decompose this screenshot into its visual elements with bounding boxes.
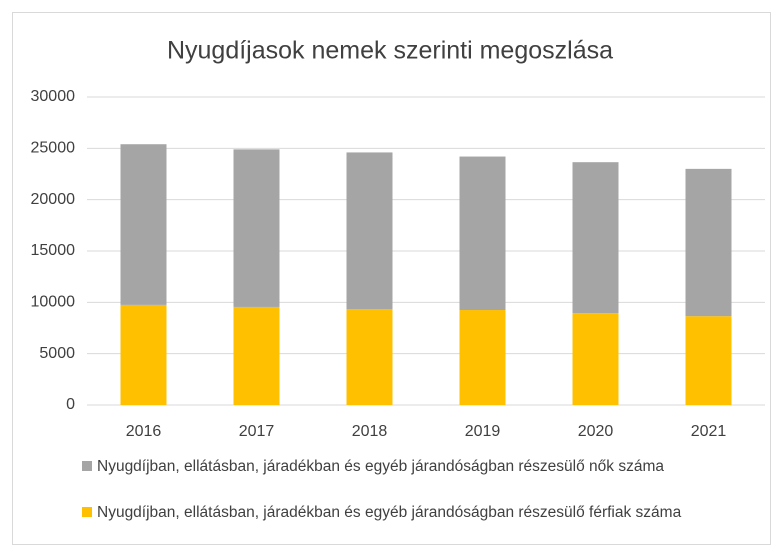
y-tick-label: 5000	[39, 345, 75, 362]
bar-segment	[233, 149, 280, 307]
bar-segment	[572, 313, 619, 405]
y-tick-label: 20000	[31, 191, 76, 208]
y-tick-label: 30000	[31, 88, 76, 105]
legend-item: Nyugdíjban, ellátásban, járadékban és eg…	[82, 502, 742, 524]
bar-segment	[233, 306, 280, 405]
bar-segment	[685, 316, 732, 405]
legend-swatch	[82, 461, 92, 471]
bar-segment	[120, 144, 167, 305]
x-tick-label: 2018	[352, 423, 388, 440]
chart-title: Nyugdíjasok nemek szerinti megoszlása	[167, 37, 613, 65]
legend-swatch	[82, 507, 92, 517]
legend-item: Nyugdíjban, ellátásban, járadékban és eg…	[82, 456, 742, 478]
bar-segment	[459, 310, 506, 405]
bar-segment	[459, 156, 506, 311]
x-tick-label: 2020	[578, 423, 614, 440]
bar-segment	[346, 152, 393, 310]
bar-segment	[346, 309, 393, 405]
legend-label: Nyugdíjban, ellátásban, járadékban és eg…	[97, 504, 682, 521]
y-tick-label: 15000	[31, 242, 76, 259]
y-tick-label: 0	[66, 396, 75, 413]
y-tick-label: 25000	[31, 140, 76, 157]
legend-label: Nyugdíjban, ellátásban, járadékban és eg…	[97, 458, 664, 475]
bar-segment	[120, 304, 167, 405]
x-tick-label: 2021	[691, 423, 727, 440]
bar-segment	[685, 168, 732, 317]
bar-segment	[572, 162, 619, 314]
x-tick-label: 2016	[126, 423, 162, 440]
x-tick-label: 2017	[239, 423, 275, 440]
y-tick-label: 10000	[31, 294, 76, 311]
x-tick-label: 2019	[465, 423, 501, 440]
